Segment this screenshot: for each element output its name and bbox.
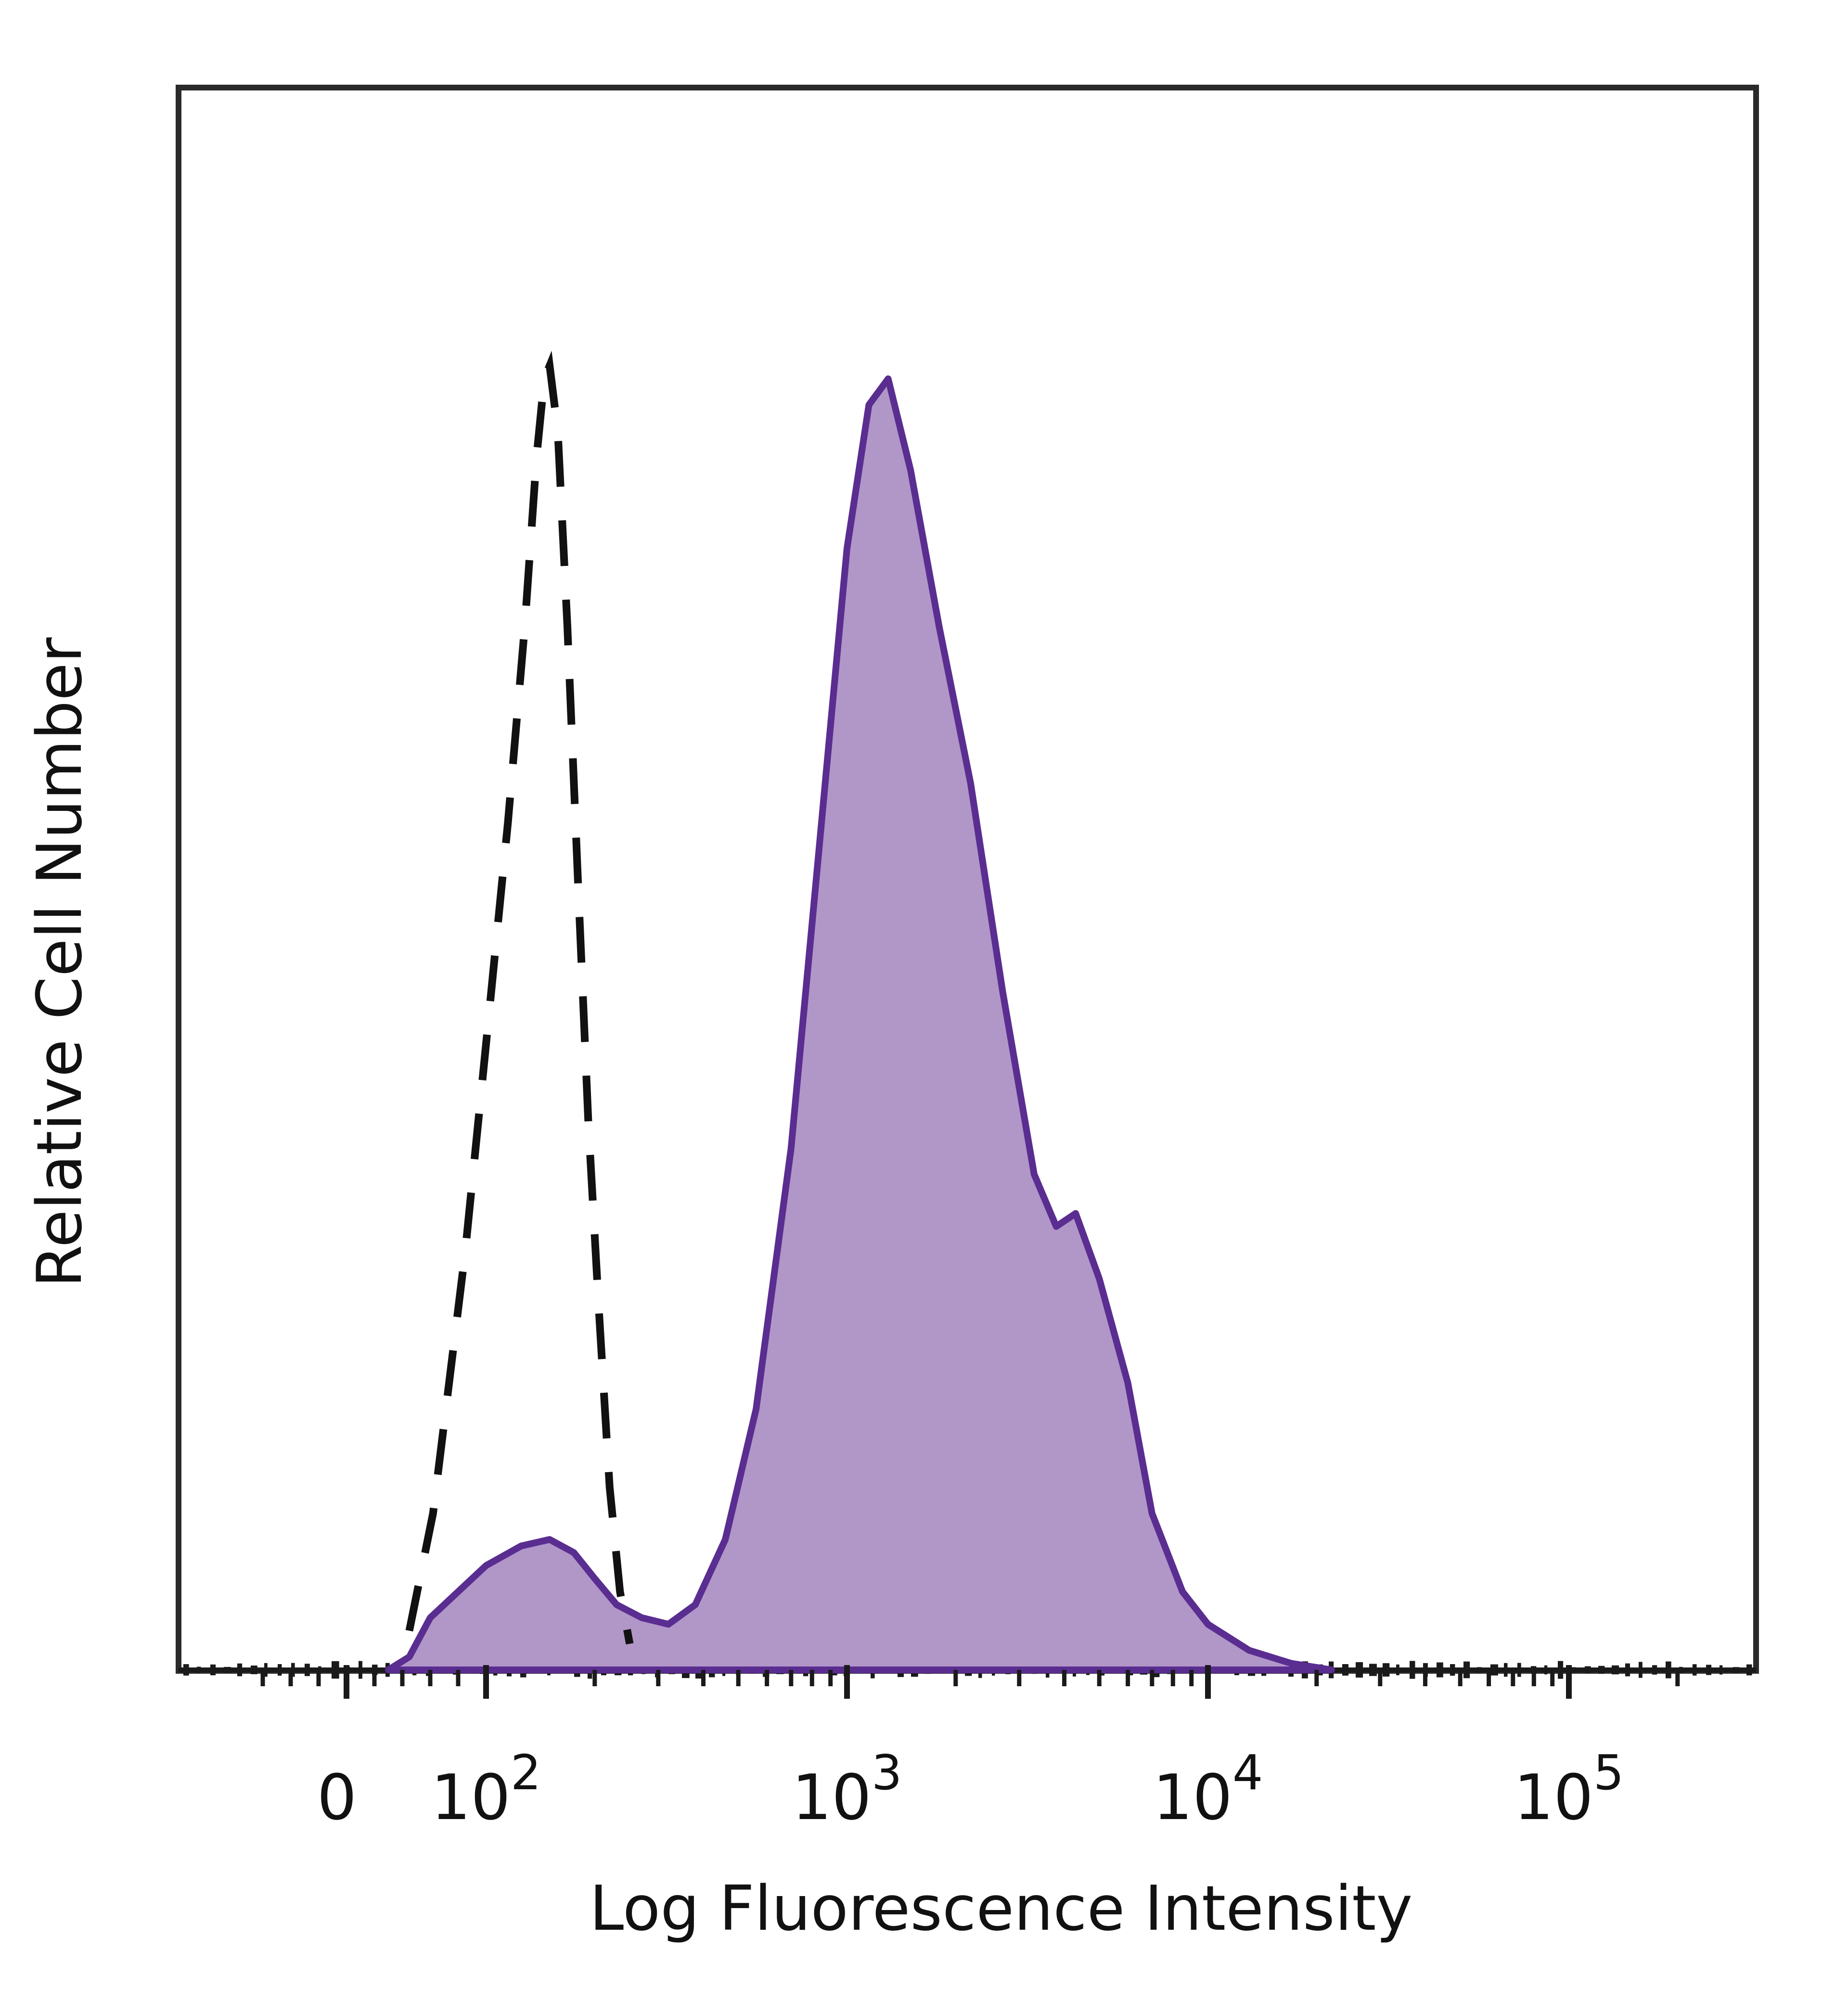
x-axis-tick-labels: 0 102 103 104 105 — [317, 1744, 1624, 1834]
x-tick-label: 102 — [431, 1744, 541, 1834]
y-axis-title: Relative Cell Number — [24, 637, 96, 1287]
baseline-noise-mark — [1437, 1662, 1443, 1678]
baseline-noise-mark — [237, 1663, 243, 1677]
baseline-noise-mark — [278, 1664, 282, 1676]
control-dashed-series — [405, 350, 634, 1645]
tick-label-base: 10 — [1153, 1761, 1232, 1834]
baseline-noise-mark — [1612, 1665, 1619, 1675]
baseline-noise-mark — [1342, 1664, 1348, 1676]
baseline-noise-mark — [1720, 1665, 1723, 1675]
x-tick-label: 0 — [317, 1761, 357, 1834]
baseline-noise-mark — [264, 1663, 268, 1677]
baseline-noise-mark — [372, 1665, 378, 1675]
baseline-noise-mark — [1666, 1661, 1671, 1679]
baseline-noise-mark — [224, 1667, 231, 1673]
baseline-noise-mark — [1383, 1663, 1390, 1677]
baseline-noise-mark — [183, 1664, 189, 1676]
tick-label-exponent: 4 — [1232, 1744, 1263, 1801]
baseline-noise-mark — [1490, 1664, 1498, 1676]
x-axis-ticks — [260, 1665, 1680, 1699]
tick-label-base: 10 — [792, 1761, 871, 1834]
baseline-noise-mark — [1517, 1663, 1521, 1677]
baseline-noise-mark — [1450, 1664, 1455, 1676]
tick-label-base: 10 — [431, 1761, 510, 1834]
baseline-noise-mark — [332, 1661, 339, 1679]
baseline-noise-mark — [1733, 1667, 1740, 1673]
filled-histogram-series — [385, 375, 1335, 1673]
baseline-noise-mark — [1410, 1661, 1415, 1679]
baseline-noise-mark — [1356, 1662, 1363, 1678]
baseline-noise-mark — [318, 1666, 321, 1674]
baseline-noise-mark — [1706, 1665, 1712, 1675]
baseline-noise-mark — [1463, 1661, 1470, 1679]
baseline-noise-mark — [1652, 1665, 1657, 1675]
baseline-noise-mark — [1477, 1667, 1482, 1673]
baseline-noise-mark — [359, 1661, 362, 1679]
baseline-noise-mark — [1625, 1663, 1630, 1677]
baseline-noise-mark — [210, 1664, 216, 1676]
baseline-noise-mark — [251, 1666, 257, 1674]
tick-label-base: 0 — [317, 1761, 357, 1834]
baseline-noise-mark — [291, 1663, 295, 1677]
baseline-noise-mark — [305, 1664, 310, 1676]
baseline-noise-mark — [1369, 1664, 1377, 1676]
baseline-noise-mark — [197, 1667, 201, 1673]
baseline-noise-mark — [1504, 1663, 1508, 1677]
baseline-noise-mark — [1679, 1667, 1683, 1673]
tick-label-exponent: 5 — [1593, 1744, 1624, 1801]
baseline-noise-mark — [1396, 1664, 1399, 1676]
baseline-noise-mark — [1558, 1661, 1564, 1679]
baseline-noise-mark — [1639, 1662, 1643, 1678]
x-tick-label: 103 — [792, 1744, 902, 1834]
tick-label-exponent: 2 — [511, 1744, 541, 1801]
tick-label-base: 10 — [1514, 1761, 1593, 1834]
x-tick-label: 105 — [1514, 1744, 1624, 1834]
tick-label-exponent: 3 — [872, 1744, 902, 1801]
x-axis-title: Log Fluorescence Intensity — [590, 1873, 1412, 1945]
baseline-noise-mark — [1598, 1666, 1605, 1674]
baseline-noise-mark — [1544, 1665, 1548, 1675]
x-tick-label: 104 — [1153, 1744, 1263, 1834]
baseline-noise-mark — [1571, 1667, 1576, 1673]
baseline-noise-mark — [1693, 1664, 1697, 1676]
baseline-noise-mark — [1746, 1664, 1752, 1676]
baseline-noise-mark — [1585, 1666, 1591, 1674]
